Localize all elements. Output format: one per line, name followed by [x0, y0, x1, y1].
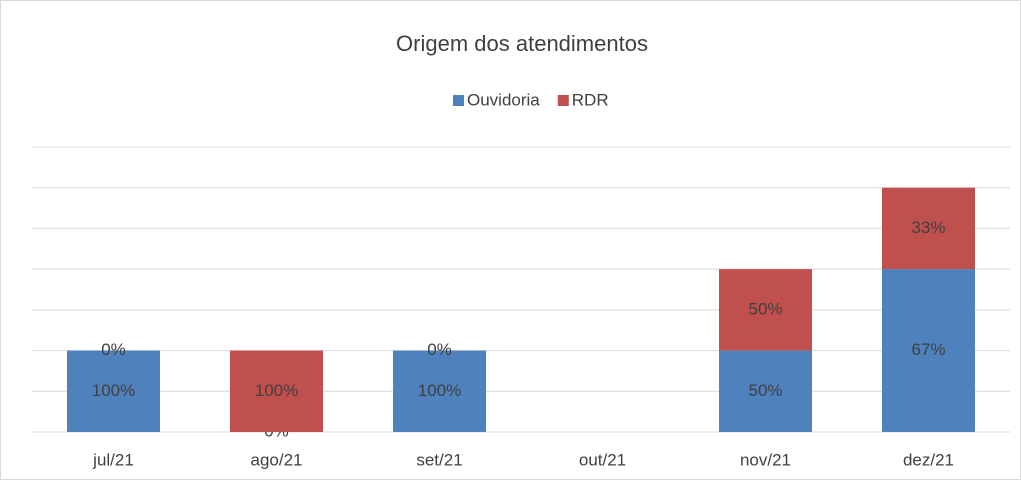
x-tick-label: jul/21 [92, 450, 134, 469]
data-label: 100% [92, 381, 135, 400]
legend-label: Ouvidoria [467, 90, 540, 109]
data-label: 50% [748, 299, 782, 318]
bar-segment [882, 269, 975, 432]
data-label: 0% [101, 340, 126, 359]
chart-title: Origem dos atendimentos [396, 31, 648, 56]
legend-swatch [557, 95, 569, 106]
data-label: 50% [748, 381, 782, 400]
data-label: 67% [911, 340, 945, 359]
data-label: 33% [911, 218, 945, 237]
x-tick-label: set/21 [416, 450, 462, 469]
bar-segment [393, 350, 486, 432]
legend-label: RDR [572, 90, 609, 109]
bar-segment [719, 269, 812, 351]
bar-segment [719, 350, 812, 432]
legend-swatch [453, 95, 464, 106]
bar-segment [882, 187, 975, 270]
x-tick-label: out/21 [579, 450, 626, 469]
x-tick-label: ago/21 [251, 450, 303, 469]
bar-segment [67, 350, 160, 432]
x-tick-label: dez/21 [903, 450, 954, 469]
data-label: 0% [427, 340, 452, 359]
x-tick-label: nov/21 [740, 450, 791, 469]
data-label: 100% [418, 381, 461, 400]
bar-segment [230, 350, 323, 432]
data-label: 100% [255, 381, 298, 400]
